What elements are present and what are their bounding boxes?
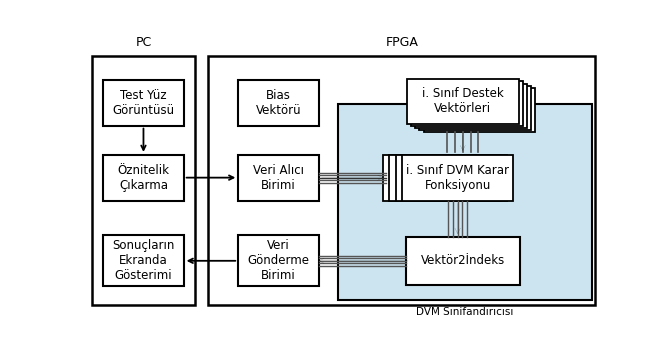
Bar: [239, 235, 319, 287]
Bar: [103, 155, 184, 201]
Text: PC: PC: [135, 36, 151, 49]
Bar: [402, 155, 513, 201]
Bar: [395, 155, 507, 201]
Text: Test Yüz
Görüntüsü: Test Yüz Görüntüsü: [113, 89, 174, 117]
Bar: [239, 155, 319, 201]
Bar: [92, 56, 196, 305]
Bar: [407, 79, 519, 123]
Bar: [239, 80, 319, 126]
Text: Öznitelik
Çıkarma: Öznitelik Çıkarma: [117, 164, 170, 192]
Text: DVM Sınifandırıcısı: DVM Sınifandırıcısı: [416, 307, 514, 316]
Bar: [389, 155, 501, 201]
Text: FPGA: FPGA: [385, 36, 418, 49]
Bar: [419, 86, 531, 130]
Text: Veri Alıcı
Birimi: Veri Alıcı Birimi: [253, 164, 304, 192]
Bar: [208, 56, 595, 305]
Bar: [338, 104, 592, 300]
Text: Sonuçların
Ekranda
Gösterimi: Sonuçların Ekranda Gösterimi: [113, 239, 175, 282]
Text: Vektör2İndeks: Vektör2İndeks: [421, 254, 505, 267]
Bar: [411, 81, 523, 126]
Bar: [406, 237, 520, 285]
Bar: [383, 155, 494, 201]
Text: Veri
Gönderme
Birimi: Veri Gönderme Birimi: [247, 239, 310, 282]
Bar: [423, 88, 535, 132]
Bar: [415, 84, 527, 128]
Bar: [103, 235, 184, 287]
Text: Bias
Vektörü: Bias Vektörü: [256, 89, 302, 117]
Text: i. Sınıf Destek
Vektörleri: i. Sınıf Destek Vektörleri: [422, 87, 504, 116]
Bar: [103, 80, 184, 126]
Text: i. Sınıf DVM Karar
Fonksiyonu: i. Sınıf DVM Karar Fonksiyonu: [406, 164, 509, 192]
